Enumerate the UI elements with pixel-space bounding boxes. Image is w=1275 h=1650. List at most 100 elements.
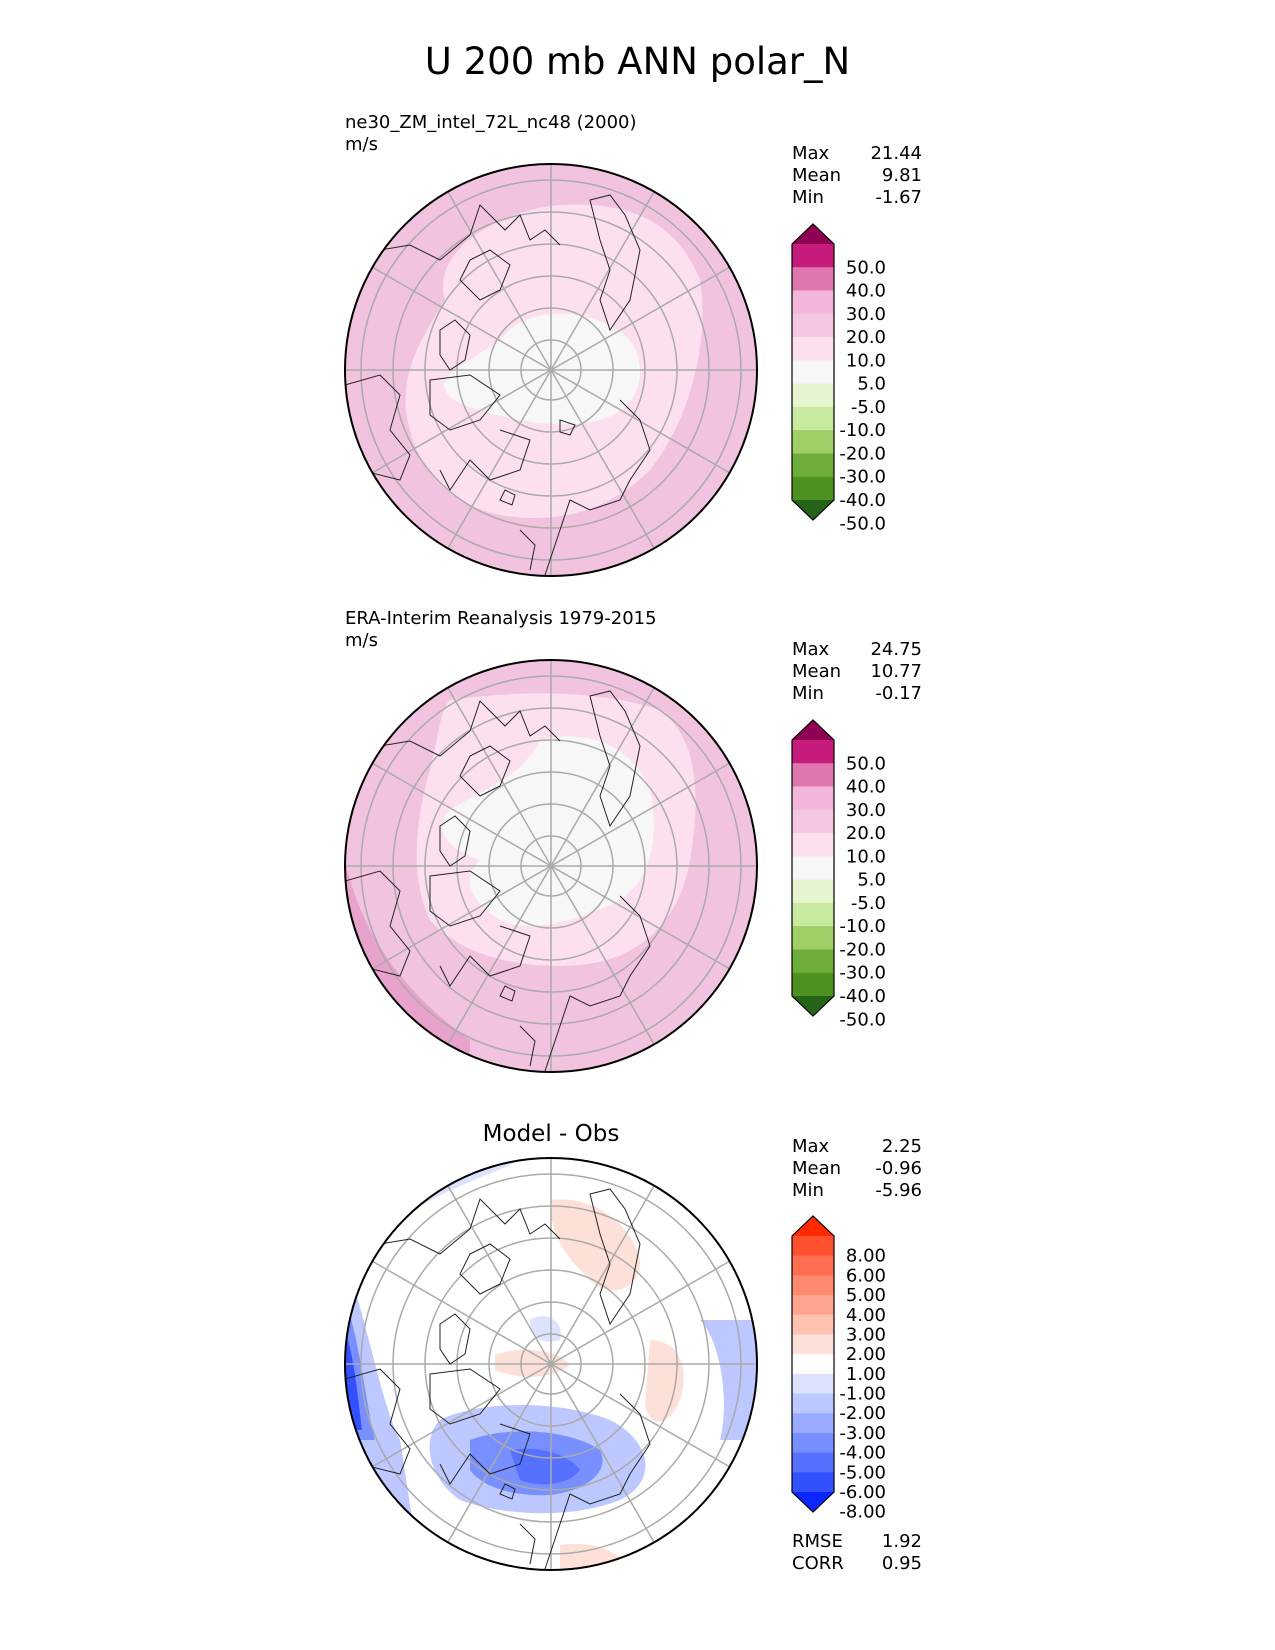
colorbar-tick-label: 4.00 [846,1305,886,1326]
colorbar-segment [792,360,834,385]
colorbar-reference: 50.0 40.030.020.010.0 5.0-5.0-10.0-20.0 -30… [791,719,886,1030]
colorbar-segment [792,1275,834,1296]
colorbar-segment [792,926,834,950]
panel3-metrics: RMSE 1.92 CORR 0.95 [792,1531,922,1575]
colorbar-extend-min [792,1492,834,1512]
colorbar-tick-label: -30.0 [839,467,886,488]
colorbar-segment [792,430,834,454]
map-diff [344,1157,758,1571]
colorbar-tick-label: 50.0 [846,257,886,278]
stat-row: Min -5.96 [792,1180,922,1202]
colorbar-tick-label: 40.0 [846,281,886,302]
colorbar-tick-label: 5.0 [857,374,886,395]
colorbar-segment [792,949,834,974]
colorbar-segment [792,1432,834,1454]
colorbar-tick-label: -50.0 [839,1009,886,1030]
panel3-title: Model - Obs [482,1121,620,1147]
panel2-stats: Max 24.75 Mean 10.77 Min -0.17 [792,639,922,705]
colorbar-tick-label: -20.0 [839,443,886,464]
colorbar-segment [792,1255,834,1276]
metric-label: RMSE [792,1531,843,1552]
panel1-units: m/s [345,134,378,155]
colorbar-tick-label: 30.0 [846,304,886,325]
stat-value: 2.25 [881,1136,922,1157]
colorbar-extend-min [792,996,834,1016]
colorbar-tick-label: 6.00 [846,1265,886,1286]
map-diff-boundary [344,1157,758,1571]
panel2-units: m/s [345,630,378,651]
colorbar-segment [792,383,834,408]
colorbar-segment [792,313,834,338]
colorbar-tick-label: -8.00 [839,1502,886,1523]
colorbar-segment [792,740,834,764]
colorbar-segment [792,1452,834,1473]
map-test-coastlines [345,194,651,576]
colorbar-outline [791,719,835,1017]
colorbar-tick-label: 10.0 [846,846,886,867]
colorbar-segment [792,809,834,834]
stat-value: -1.67 [875,187,922,208]
colorbar-tick-label: -30.0 [839,963,886,984]
colorbar-segment [792,1373,834,1395]
colorbar-segment [792,1354,834,1375]
colorbar-segment [792,1472,834,1493]
colorbar-tick-label: -10.0 [839,916,886,937]
map-reference [344,659,758,1073]
map-reference-boundary [344,659,758,1073]
metric-row: RMSE 1.92 [792,1531,922,1553]
stat-label: Max [792,639,830,660]
stat-row: Mean 10.77 [792,661,922,683]
map-diff-coastlines [345,1188,651,1570]
colorbar-outline [791,1215,835,1513]
metric-label: CORR [792,1553,844,1574]
stat-label: Max [792,1136,830,1157]
colorbar-segment [792,453,834,478]
colorbar-tick-label: 40.0 [846,777,886,798]
colorbar-tick-label: -5.0 [851,893,886,914]
colorbar-tick-label: -1.00 [839,1384,886,1405]
colorbar-segment [792,879,834,904]
stat-label: Mean [792,661,842,682]
panel3-stats: Max 2.25 Mean -0.96 Min -5.96 [792,1136,922,1202]
colorbar-tick-label: 1.00 [846,1364,886,1385]
stat-row: Max 24.75 [792,639,922,661]
colorbar-segment [792,1314,834,1335]
colorbar-segment [792,337,834,361]
field-band [530,1316,561,1342]
colorbar-tick-label: 20.0 [846,823,886,844]
field-band [441,736,654,927]
panel2-title: ERA-Interim Reanalysis 1979-2015 [345,608,657,629]
stat-label: Max [792,143,830,164]
colorbar-tick-label: 20.0 [846,327,886,348]
colorbar-tick-label: -4.00 [839,1443,886,1464]
colorbar-tick-label: -2.00 [839,1403,886,1424]
colorbar-tick-label: 5.00 [846,1285,886,1306]
colorbar-tick-label: 2.00 [846,1344,886,1365]
map-test-gridlines [345,164,757,576]
stat-value: -5.96 [875,1180,922,1201]
colorbar-tick-label: 3.00 [846,1324,886,1345]
colorbar-segment [792,1295,834,1316]
metric-value: 1.92 [881,1531,922,1552]
stat-label: Min [792,187,824,208]
colorbar-segment [792,902,834,927]
field-band [550,1199,640,1291]
stat-row: Min -1.67 [792,187,922,209]
panel1-title: ne30_ZM_intel_72L_nc48 (2000) [345,112,637,133]
stat-value: 10.77 [870,661,922,682]
field-band [444,313,640,425]
stat-value: 9.81 [881,165,922,186]
colorbar-segment [792,786,834,811]
map-diff-gridlines [345,1158,757,1570]
stat-value: -0.96 [875,1158,922,1179]
colorbar-tick-label: -20.0 [839,939,886,960]
colorbar-tick-label: -6.00 [839,1482,886,1503]
metric-value: 0.95 [881,1553,922,1574]
colorbar-tick-label: -3.00 [839,1423,886,1444]
colorbar-segment [792,476,834,501]
colorbar-extend-max [792,720,834,740]
colorbar-diff: 8.006.005.004.003.002.001.00-1.00-2.00-3… [791,1215,886,1523]
stat-row: Min -0.17 [792,683,922,705]
figure-title: U 200 mb ANN polar_N [424,40,851,83]
colorbar-tick-label: -10.0 [839,420,886,441]
